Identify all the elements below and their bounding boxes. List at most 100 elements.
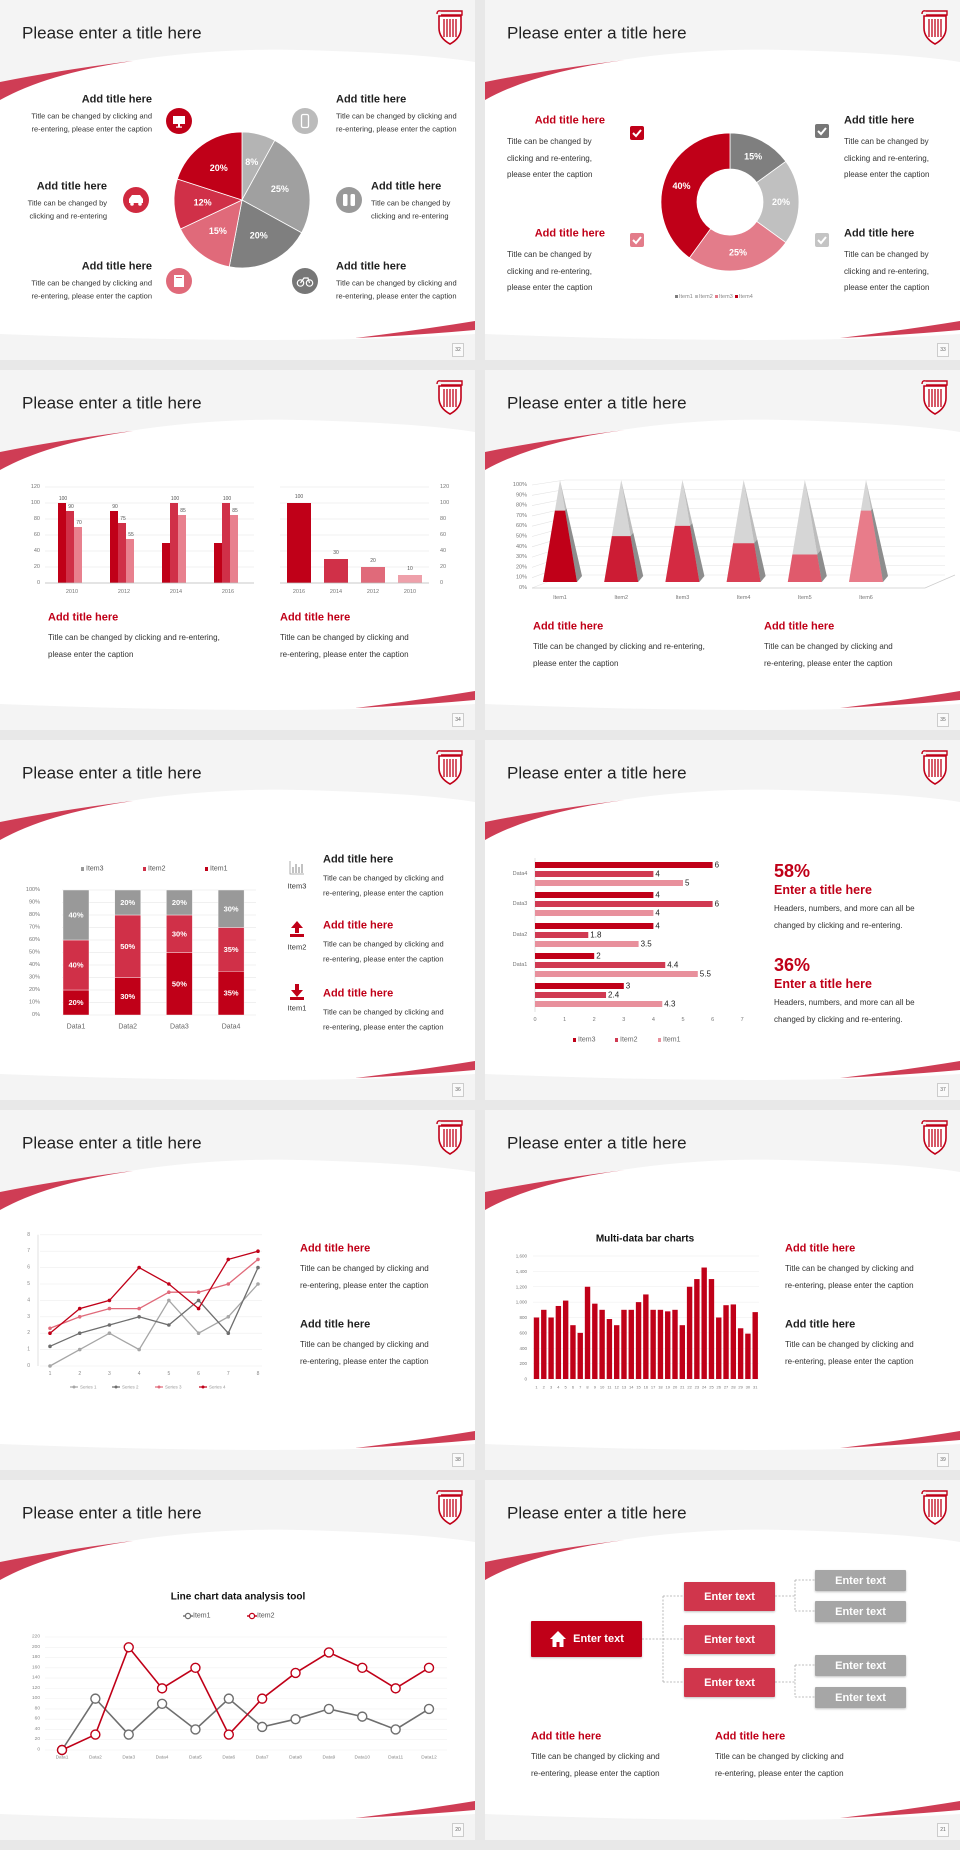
slice-label: 25% xyxy=(271,184,289,194)
y-tick: 40 xyxy=(440,548,446,554)
pie-slice xyxy=(176,131,243,201)
monitor-icon-glyph xyxy=(173,116,185,128)
y-tick: 60% xyxy=(516,523,527,529)
x-tick: 2012 xyxy=(118,589,130,595)
rect-shape xyxy=(178,124,180,127)
y-tick: 120 xyxy=(31,484,40,490)
legend-label: Series 2 xyxy=(122,1385,139,1390)
pyramid-side xyxy=(560,480,582,582)
slide[interactable]: Please enter a title here 38 0 1 2 3 4 5 6 7 8 1 2 3 4… xyxy=(0,1110,475,1470)
y-tick: 70% xyxy=(29,925,40,931)
y-tick: 120 xyxy=(32,1685,40,1691)
tree-leaf-box[interactable]: Enter text xyxy=(815,1601,906,1622)
y-tick: 800 xyxy=(519,1315,527,1320)
path-shape xyxy=(436,380,463,386)
block-caption: re-entering, please enter the caption xyxy=(336,291,457,301)
x-tick: 3 xyxy=(622,1017,625,1023)
data-point xyxy=(107,1323,112,1327)
slide[interactable]: Please enter a title here 37 0 1 2 3 4 5 6 7 Data4… xyxy=(485,740,960,1100)
slide-title: Please enter a title here xyxy=(507,393,687,413)
pie-slice xyxy=(241,139,311,234)
slide[interactable]: Please enter a title here 33 15% 20% 25% 40% I… xyxy=(485,0,960,360)
tree-mid-box[interactable]: Enter text xyxy=(684,1582,775,1611)
y-tick: 80% xyxy=(516,503,527,509)
icon-label: Item2 xyxy=(287,942,307,952)
block-caption: Title can be changed by clicking and xyxy=(785,1264,914,1273)
x-tick: Item1 xyxy=(553,595,567,601)
x-tick: 9 xyxy=(594,1385,597,1390)
data-point xyxy=(357,1662,368,1674)
data-point xyxy=(256,1257,260,1262)
legend-label: Series 3 xyxy=(165,1385,182,1390)
y-tick: 10% xyxy=(29,1000,40,1006)
bar xyxy=(650,1309,656,1379)
swoosh-bottom xyxy=(355,1061,475,1078)
slide[interactable]: Please enter a title here 35 0% 10% 20% 30% 40… xyxy=(485,370,960,730)
tree-mid-box[interactable]: Enter text xyxy=(684,1625,775,1654)
block-caption: Title can be changed by clicking and xyxy=(323,1007,444,1017)
block-caption: Title can be changed by clicking and xyxy=(764,642,893,651)
bar xyxy=(222,503,230,583)
slide[interactable]: Please enter a title here 39 Multi-data ba… xyxy=(485,1110,960,1470)
data-point xyxy=(107,1331,112,1335)
legend-label: Item1 xyxy=(210,866,228,873)
block-caption: re-entering, please enter the caption xyxy=(300,1357,429,1366)
bar xyxy=(535,962,666,968)
x-tick: 17 xyxy=(651,1385,656,1390)
x-tick: 3 xyxy=(550,1385,553,1390)
box-label: Enter text xyxy=(835,1605,886,1618)
y-tick: 6 xyxy=(27,1265,30,1271)
block-title: Add title here xyxy=(36,180,107,193)
block-caption: please enter the caption xyxy=(844,283,930,292)
tree-root-box[interactable]: Enter text xyxy=(531,1621,642,1657)
icon-label: Item1 xyxy=(287,1003,307,1013)
y-tick: 180 xyxy=(32,1654,40,1660)
block-title: Add title here xyxy=(81,93,152,106)
slide[interactable]: Please enter a title here 36 0% 10% 20% 30% 40… xyxy=(0,740,475,1100)
data-point xyxy=(256,1693,268,1704)
y-tick: 200 xyxy=(32,1644,40,1650)
tree-leaf-box[interactable]: Enter text xyxy=(815,1570,906,1591)
page-number: 37 xyxy=(937,1083,949,1097)
y-tick: 400 xyxy=(519,1346,527,1351)
x-tick: 10 xyxy=(600,1385,605,1390)
bar-label: 100 xyxy=(59,496,68,502)
bar xyxy=(592,1303,598,1379)
block-caption: Title can be changed by clicking and re-… xyxy=(48,633,220,642)
tree-mid-box[interactable]: Enter text xyxy=(684,1668,775,1697)
segment-label: 50% xyxy=(120,942,135,951)
slide-title: Please enter a title here xyxy=(507,1133,687,1153)
check-icon xyxy=(817,236,827,245)
bar xyxy=(287,503,311,583)
rect-shape xyxy=(290,997,304,1000)
x-tick: 25 xyxy=(709,1385,714,1390)
y-tick: 10% xyxy=(516,575,527,581)
slide[interactable]: Please enter a title here 34 0 0 20 20 40 40 60 6… xyxy=(0,370,475,730)
legend-label: Item2 xyxy=(148,866,166,873)
tree-leaf-box[interactable]: Enter text xyxy=(815,1687,906,1708)
tree-leaf-box[interactable]: Enter text xyxy=(815,1655,906,1676)
chart: 0 1 2 3 4 5 6 7 Data4 6 4 5 Data3 4 6 4 Data2 4 1.8 3.5 Data… xyxy=(513,858,744,1044)
segment-label: 35% xyxy=(224,945,239,954)
block-title: Add title here xyxy=(533,620,604,633)
shield-column-logo xyxy=(436,1490,463,1525)
path-shape xyxy=(436,1120,463,1126)
slide[interactable]: Please enter a title here 21 Enter text Ent… xyxy=(485,1480,960,1840)
swoosh-bottom xyxy=(840,691,960,708)
block-caption: re-entering, please enter the caption xyxy=(531,1769,660,1778)
slide[interactable]: Please enter a title here 32 8% 25% 20% 15% 12… xyxy=(0,0,475,360)
bar xyxy=(533,1317,540,1379)
slide[interactable]: Please enter a title here 20 Line chart da… xyxy=(0,1480,475,1840)
data-point xyxy=(196,1331,201,1335)
pie-slice xyxy=(179,199,243,268)
y-tick: 120 xyxy=(440,484,449,490)
box-label: Enter text xyxy=(704,1676,755,1689)
x-tick: Data5 xyxy=(189,1755,202,1761)
block-caption: Title can be changed by clicking and xyxy=(300,1340,429,1349)
x-tick: Data1 xyxy=(67,1024,86,1031)
data-point xyxy=(77,1315,82,1319)
stacked-bar-segment xyxy=(166,914,193,953)
swoosh-top xyxy=(0,1540,140,1580)
y-tick: 90% xyxy=(29,900,40,906)
block-caption: clicking and re-entering, xyxy=(844,266,929,276)
